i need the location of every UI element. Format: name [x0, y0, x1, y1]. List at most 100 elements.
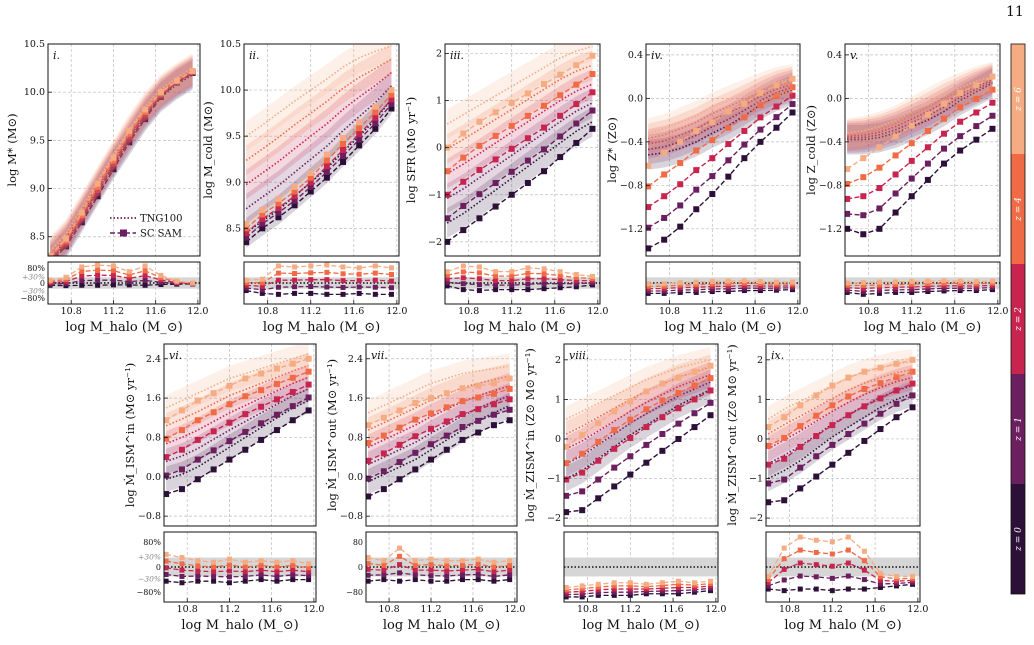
ratio-point: [790, 279, 796, 285]
ratio-point: [773, 279, 779, 285]
ratio-point: [110, 263, 116, 269]
ratio-point: [829, 563, 835, 569]
sam-line: [245, 108, 393, 243]
sam-point: [492, 203, 499, 210]
ratio-line: [648, 287, 793, 292]
ratio-line: [648, 288, 793, 295]
sam-point: [675, 389, 682, 396]
tng-line: [49, 67, 194, 252]
sam-point: [356, 142, 363, 149]
sam-point: [412, 466, 419, 473]
sam-point: [957, 89, 964, 96]
ratio-point: [372, 263, 378, 269]
x-tick-label: 10.8: [177, 604, 198, 615]
sam-point: [460, 227, 467, 234]
y-tick-label: 0.0: [827, 93, 842, 104]
sam-point: [595, 476, 602, 483]
sam-point: [94, 186, 101, 193]
colorbar: z = 6 z = 4 z = 2 z = 1 z = 0: [1010, 43, 1026, 595]
ratio-point: [725, 278, 731, 284]
x-tick-label: 11.6: [944, 306, 965, 317]
sam-point: [941, 145, 948, 152]
ratio-tick-label: 0: [156, 563, 161, 572]
ratio-point: [142, 268, 148, 274]
sam-point: [876, 225, 883, 232]
sam-point: [508, 99, 515, 106]
ratio-frame: [444, 261, 601, 305]
y-tick-label: −2: [749, 513, 763, 524]
x-tick-label: 10.8: [61, 306, 82, 317]
ratio-point: [324, 277, 330, 283]
ratio-point: [308, 270, 314, 276]
tng-band-undefined: [847, 66, 993, 153]
sam-point: [94, 190, 101, 197]
main-plot: [646, 63, 796, 252]
ratio-line: [49, 264, 193, 284]
sam-point: [460, 202, 467, 209]
sam-point: [957, 104, 964, 111]
sam-point: [860, 212, 867, 219]
ratio-point: [258, 567, 264, 573]
sam-point: [459, 436, 466, 443]
sam-point: [757, 102, 764, 109]
ratio-point: [274, 578, 280, 584]
ratio-plot: [845, 278, 995, 297]
main-plot: [48, 53, 196, 256]
ratio-point: [110, 277, 116, 283]
sam-point: [924, 176, 931, 183]
sam-point: [829, 402, 836, 409]
ratio-point: [925, 289, 931, 295]
ratio-point: [475, 556, 481, 562]
sam-point: [725, 124, 732, 131]
sam-point: [291, 197, 298, 204]
ratio-point: [475, 566, 481, 572]
sam-point: [973, 136, 980, 143]
tng-band-undefined: [246, 44, 392, 152]
sam-point: [725, 141, 732, 148]
ratio-point: [79, 278, 85, 284]
sam-point: [475, 394, 482, 401]
ratio-point: [412, 562, 418, 568]
sam-point: [275, 214, 282, 221]
tng-line: [446, 45, 593, 125]
tng-band-undefined: [166, 352, 309, 439]
sam-point: [564, 460, 570, 467]
y-tick-label: 1: [555, 394, 561, 405]
sam-point: [178, 466, 185, 473]
sam-point: [305, 355, 312, 362]
ratio-point: [525, 270, 531, 276]
sam-point: [305, 407, 312, 414]
ratio-tick-label: 0: [358, 563, 363, 572]
ratio-point: [476, 264, 482, 270]
colorbar-label: z = 2: [1014, 307, 1024, 332]
x-axis-label: log M_halo (M_⊙): [664, 320, 781, 335]
ratio-point: [797, 560, 803, 566]
ratio-point: [845, 534, 851, 540]
sam-line: [847, 115, 993, 216]
ratio-point: [242, 564, 248, 570]
ratio-point: [507, 572, 513, 578]
ratio-point: [643, 581, 649, 587]
panel-label: iv.: [651, 49, 663, 62]
sam-line: [367, 419, 510, 498]
tng-band-undefined: [768, 349, 913, 432]
ratio-point: [397, 578, 403, 584]
ratio-point: [292, 277, 298, 283]
ratio-point: [925, 286, 931, 292]
sam-point: [595, 495, 602, 502]
main-frame: [444, 43, 601, 257]
sam-point: [210, 428, 217, 435]
ratio-point: [381, 567, 387, 573]
ratio-point: [860, 285, 866, 291]
x-tick-label: 12.0: [587, 306, 608, 317]
ratio-line: [447, 271, 593, 280]
sam-line: [446, 109, 593, 219]
sam-point: [973, 95, 980, 102]
sam-point: [757, 89, 764, 96]
ratio-point: [677, 280, 683, 286]
sam-line: [446, 91, 593, 196]
ratio-point: [860, 283, 866, 289]
sam-point: [259, 216, 266, 223]
sam-point: [579, 507, 586, 514]
ratio-point: [476, 276, 482, 282]
